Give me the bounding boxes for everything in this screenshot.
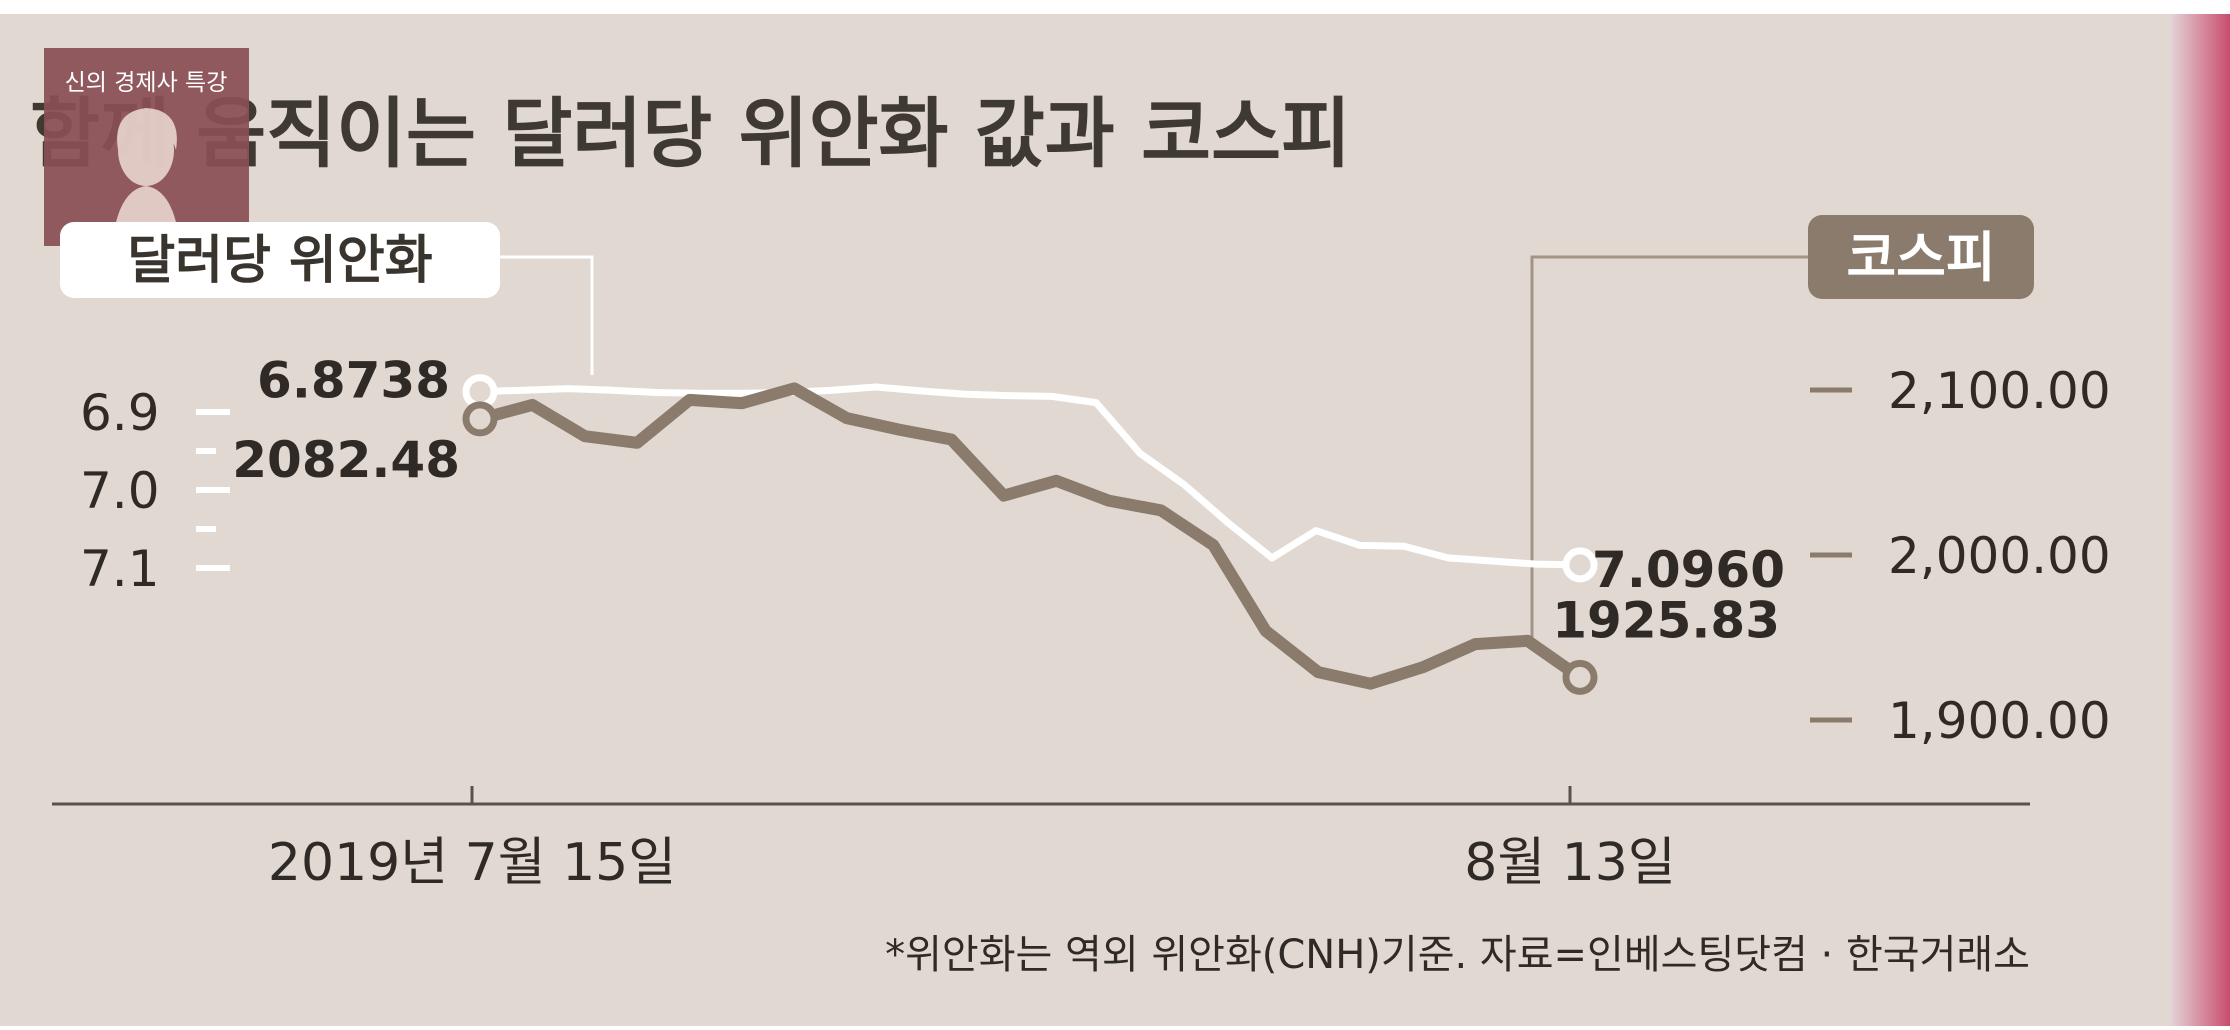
decorative-edge [2170,14,2230,1026]
right-tick-label: 2,100.00 [1888,362,2111,420]
x-tick-label-start: 2019년 7월 15일 [268,833,676,893]
left-tick-label: 7.0 [80,462,160,520]
right-axis-label: 코스피 [1846,226,1995,289]
kospi-series-end-marker [1562,659,1598,695]
footnote: *위안화는 역외 위안화(CNH)기준. 자료=인베스팅닷컴 · 한국거래소 [885,932,2030,978]
kospi-end-label: 1925.83 [1552,591,1780,649]
left-axis-label: 달러당 위안화 [127,231,432,291]
right-tick-label: 2,000.00 [1888,527,2111,585]
badge-text: 신의 경제사 특강 [65,70,228,96]
x-tick-label-end: 8월 13일 [1464,833,1675,893]
cny-start-label: 6.8738 [257,352,450,410]
right-axis-label-box [1808,215,2034,299]
kospi-series-line [474,382,1586,690]
cny-series-line [476,383,1584,569]
kospi-series-start-marker [462,401,498,437]
kospi-start-label: 2082.48 [232,431,460,489]
left-axis-label-box [60,222,500,298]
chart-background [0,14,2170,1026]
left-label-connector [478,255,594,375]
cny-series-start-marker [462,374,498,410]
left-tick-label: 7.1 [80,540,160,598]
cny-end-label: 7.0960 [1592,541,1785,599]
right-axis: 2,100.00 2,000.00 1,900.00 [1810,362,2111,750]
right-tick-label: 1,900.00 [1888,692,2111,750]
channel-badge: 신의 경제사 특강 [44,48,249,246]
cny-series-end-marker [1562,547,1598,583]
right-label-connector [1530,255,1808,650]
left-tick-label: 6.9 [80,384,160,442]
left-axis: 6.9 7.0 7.1 [80,384,230,598]
chart-title: 함께 움직이는 달러당 위안화 값과 코스피 [30,89,1351,178]
